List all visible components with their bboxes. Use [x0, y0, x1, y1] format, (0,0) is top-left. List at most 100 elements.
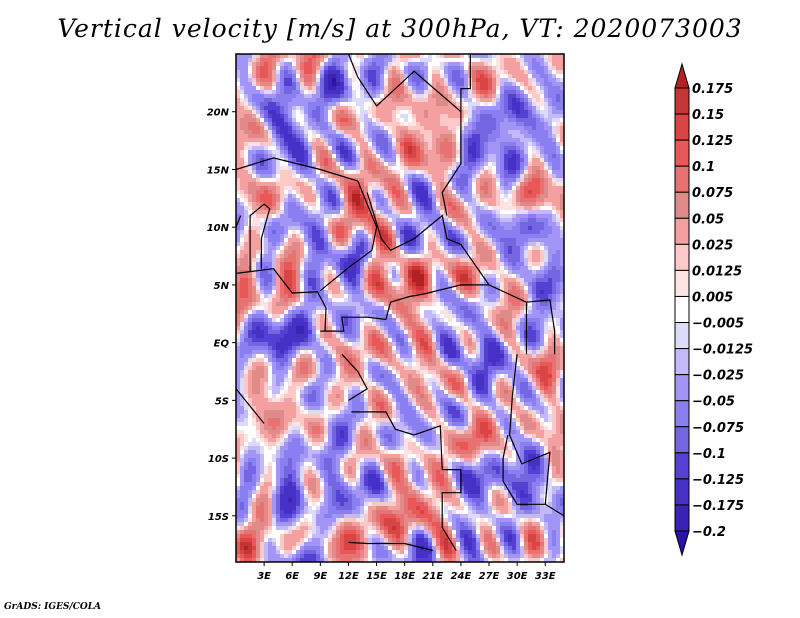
field-cell	[240, 194, 244, 198]
field-cell	[248, 206, 252, 210]
field-cell	[256, 182, 260, 186]
field-cell	[376, 110, 380, 114]
field-cell	[548, 278, 552, 282]
field-cell	[472, 222, 476, 226]
field-cell	[404, 194, 408, 198]
field-cell	[264, 162, 268, 166]
field-cell	[440, 110, 444, 114]
field-cell	[508, 90, 512, 94]
field-cell	[560, 218, 564, 222]
field-cell	[452, 214, 456, 218]
field-cell	[516, 142, 520, 146]
field-cell	[388, 198, 392, 202]
field-cell	[480, 66, 484, 70]
field-cell	[532, 218, 536, 222]
field-cell	[328, 166, 332, 170]
field-cell	[504, 158, 508, 162]
field-cell	[528, 226, 532, 230]
field-cell	[448, 82, 452, 86]
field-cell	[476, 290, 480, 294]
field-cell	[452, 158, 456, 162]
field-cell	[560, 206, 564, 210]
field-cell	[248, 146, 252, 150]
field-cell	[500, 186, 504, 190]
field-cell	[352, 186, 356, 190]
field-cell	[512, 138, 516, 142]
field-cell	[320, 290, 324, 294]
field-cell	[432, 122, 436, 126]
field-cell	[412, 250, 416, 254]
field-cell	[316, 70, 320, 74]
field-cell	[244, 94, 248, 98]
field-cell	[540, 198, 544, 202]
field-cell	[240, 58, 244, 62]
field-cell	[408, 98, 412, 102]
field-cell	[508, 262, 512, 266]
field-cell	[264, 198, 268, 202]
field-cell	[372, 154, 376, 158]
field-cell	[544, 58, 548, 62]
field-cell	[520, 198, 524, 202]
field-cell	[468, 186, 472, 190]
field-cell	[436, 178, 440, 182]
field-cell	[496, 278, 500, 282]
field-cell	[272, 126, 276, 130]
field-cell	[504, 246, 508, 250]
field-cell	[520, 66, 524, 70]
field-cell	[456, 294, 460, 298]
field-cell	[300, 282, 304, 286]
field-cell	[300, 206, 304, 210]
field-cell	[416, 78, 420, 82]
field-cell	[288, 266, 292, 270]
field-cell	[548, 82, 552, 86]
field-cell	[244, 202, 248, 206]
field-cell	[356, 54, 360, 58]
field-cell	[328, 238, 332, 242]
field-cell	[420, 122, 424, 126]
field-cell	[368, 182, 372, 186]
field-cell	[376, 286, 380, 290]
field-cell	[332, 158, 336, 162]
field-cell	[348, 258, 352, 262]
field-cell	[360, 242, 364, 246]
field-cell	[336, 174, 340, 178]
field-cell	[448, 186, 452, 190]
field-cell	[348, 250, 352, 254]
field-cell	[372, 90, 376, 94]
field-cell	[440, 118, 444, 122]
field-cell	[544, 282, 548, 286]
field-cell	[384, 162, 388, 166]
field-cell	[344, 194, 348, 198]
field-cell	[312, 90, 316, 94]
field-cell	[368, 90, 372, 94]
field-cell	[440, 218, 444, 222]
field-cell	[524, 186, 528, 190]
field-cell	[556, 62, 560, 66]
field-cell	[396, 154, 400, 158]
field-cell	[516, 126, 520, 130]
field-cell	[472, 270, 476, 274]
field-cell	[236, 286, 240, 290]
field-cell	[404, 294, 408, 298]
field-cell	[352, 102, 356, 106]
field-cell	[328, 190, 332, 194]
field-cell	[272, 262, 276, 266]
field-cell	[332, 234, 336, 238]
field-cell	[320, 98, 324, 102]
field-cell	[516, 150, 520, 154]
field-cell	[336, 138, 340, 142]
field-cell	[520, 218, 524, 222]
field-cell	[484, 290, 488, 294]
field-cell	[488, 166, 492, 170]
field-cell	[496, 290, 500, 294]
field-cell	[384, 182, 388, 186]
field-cell	[428, 122, 432, 126]
field-cell	[280, 110, 284, 114]
field-cell	[344, 294, 348, 298]
field-cell	[260, 150, 264, 154]
field-cell	[372, 130, 376, 134]
field-cell	[556, 270, 560, 274]
field-cell	[492, 206, 496, 210]
field-cell	[520, 150, 524, 154]
field-cell	[340, 58, 344, 62]
